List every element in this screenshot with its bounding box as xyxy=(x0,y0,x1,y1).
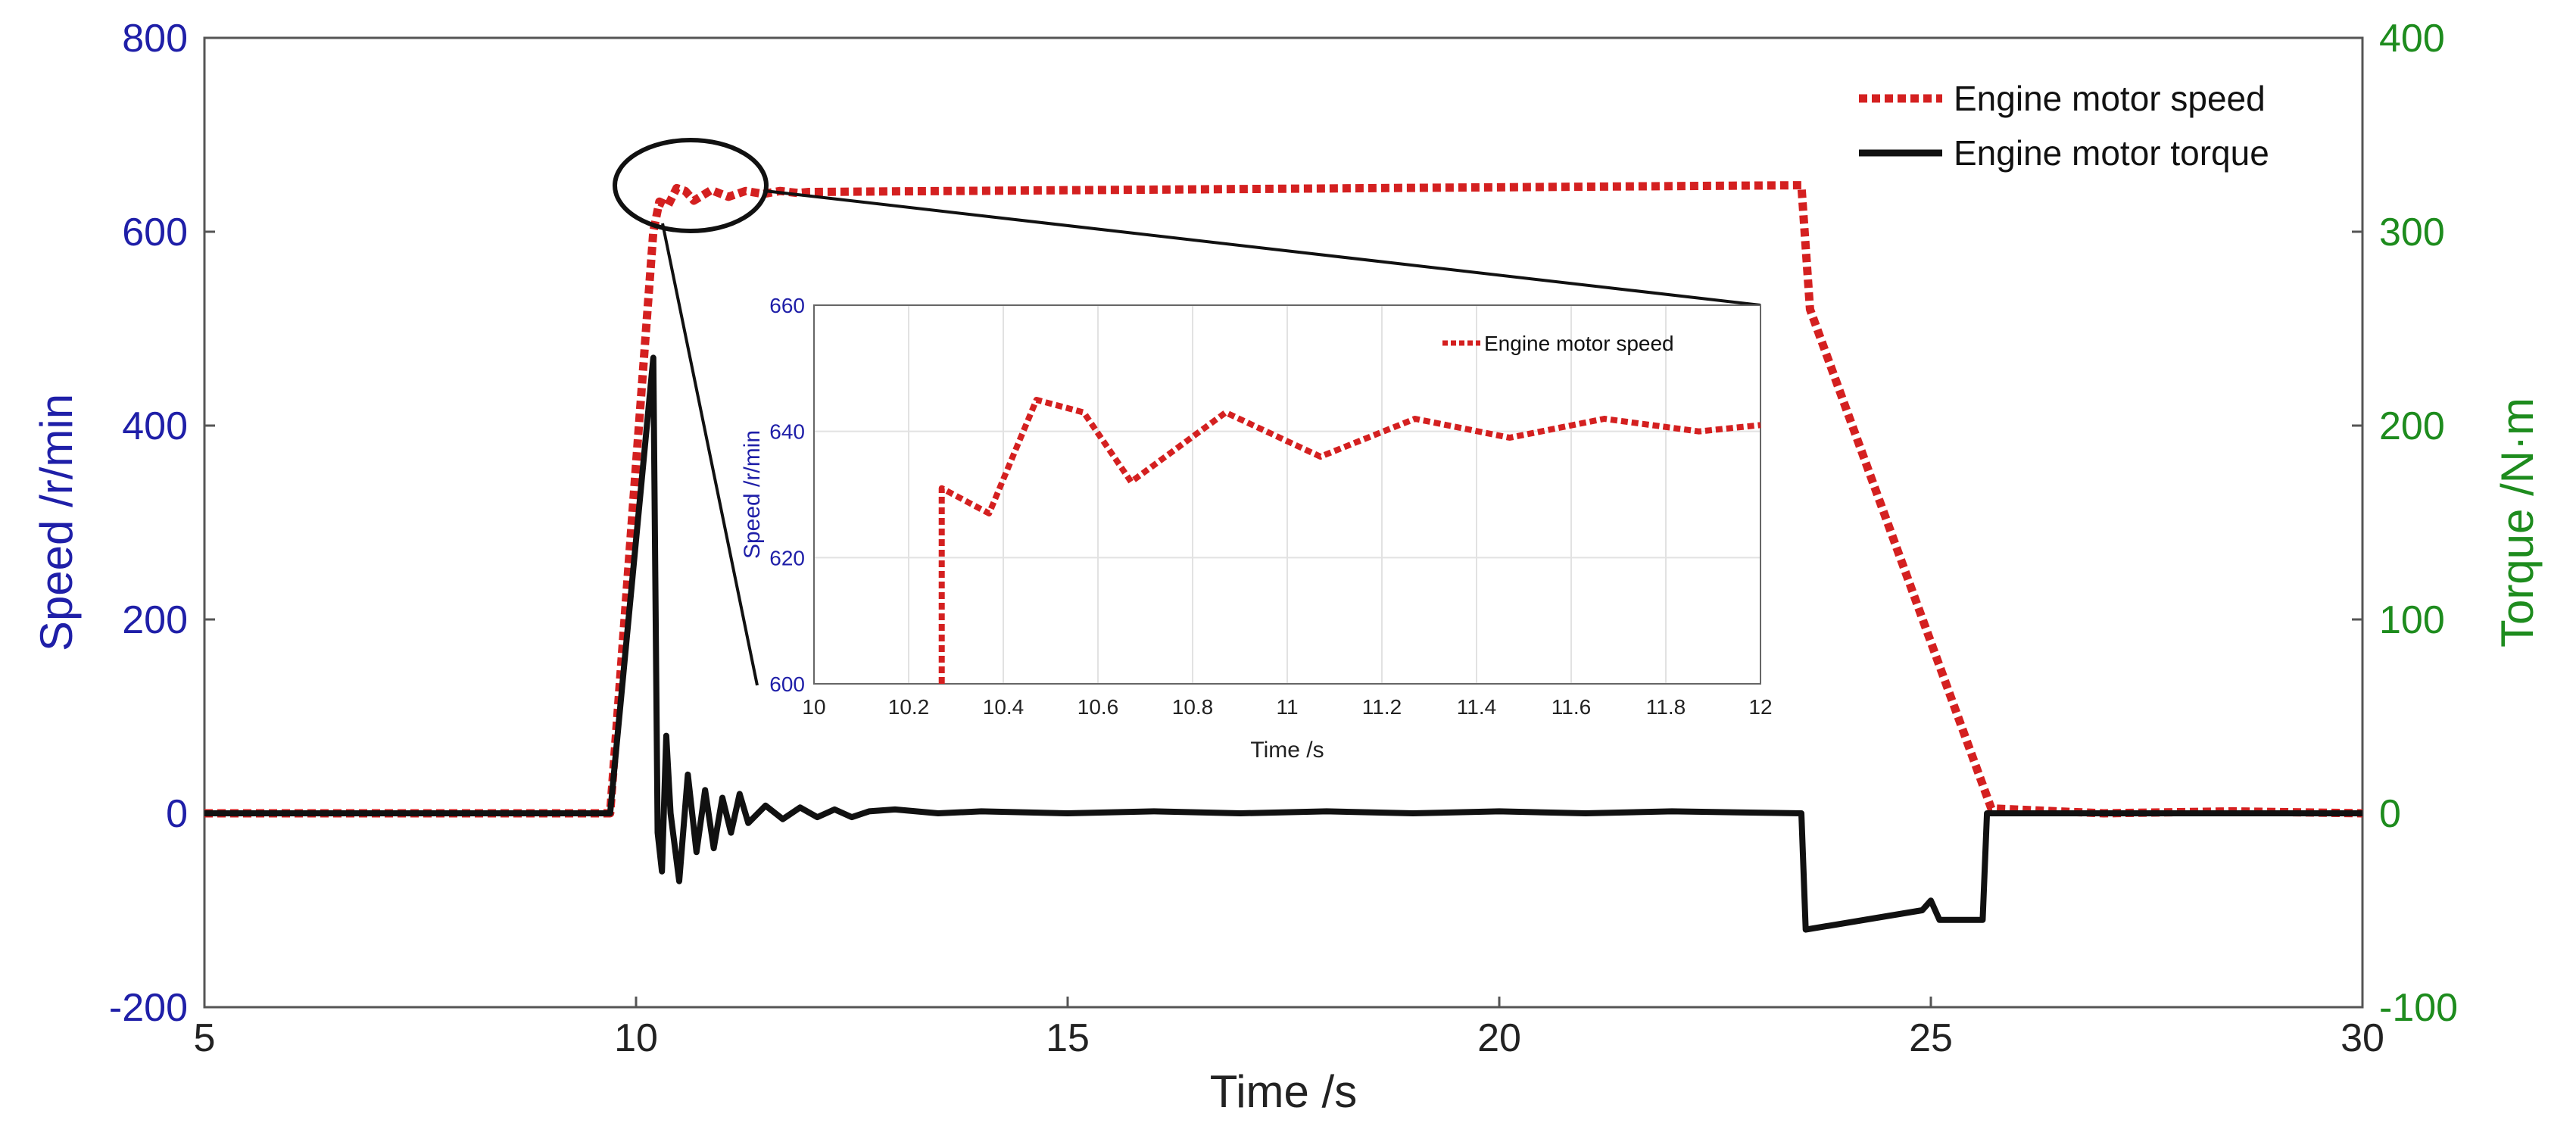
inset-x-tick-label-11p4: 11.4 xyxy=(1457,695,1496,719)
left-y-axis-title: Speed /r/min xyxy=(31,394,82,651)
speed-series-line xyxy=(204,181,2363,818)
inset-x-tick-label-11p2: 11.2 xyxy=(1362,695,1402,719)
inset-speed-series-line xyxy=(938,397,1761,684)
inset-legend-label: Engine motor speed xyxy=(1484,332,1674,355)
zoom-connector-right xyxy=(764,189,1761,307)
inset-x-tick-label-11p6: 11.6 xyxy=(1552,695,1591,719)
zoom-connector-left xyxy=(661,223,759,686)
main-series-group xyxy=(204,181,2363,933)
main-plot: 5 10 15 20 25 30 -200 0 200 400 600 800 -100 0 100 200 3… xyxy=(31,17,2543,1117)
main-legend: Engine motor speed Engine motor torque xyxy=(1859,79,2269,173)
inset-x-tick-label-11p8: 11.8 xyxy=(1646,695,1686,719)
legend-torque-label: Engine motor torque xyxy=(1954,133,2269,173)
left-y-tick-label-800: 800 xyxy=(122,17,188,61)
left-y-tick-label-400: 400 xyxy=(122,404,188,448)
inset-x-tick-label-10p8: 10.8 xyxy=(1172,695,1214,719)
x-tick-label-25: 25 xyxy=(1909,1016,1953,1060)
inset-y-axis-title: Speed /r/min xyxy=(740,430,765,559)
inset-y-tick-label-620: 620 xyxy=(769,546,805,569)
x-tick-label-30: 30 xyxy=(2341,1016,2384,1060)
main-tick-labels: 5 10 15 20 25 30 -200 0 200 400 600 800 -100 0 100 200 3… xyxy=(109,17,2458,1060)
inset-y-tick-label-640: 640 xyxy=(769,420,805,444)
right-y-tick-label-300: 300 xyxy=(2379,211,2445,254)
right-y-tick-label-100: 100 xyxy=(2379,598,2445,642)
inset-legend: Engine motor speed xyxy=(1442,332,1674,355)
x-tick-label-15: 15 xyxy=(1046,1016,1090,1060)
right-y-axis-title: Torque /N·m xyxy=(2492,398,2543,647)
inset-x-tick-label-10p2: 10.2 xyxy=(888,695,930,719)
right-y-tick-label-400: 400 xyxy=(2379,17,2445,61)
left-y-tick-label-neg200: -200 xyxy=(109,986,188,1030)
inset-series-group xyxy=(938,397,1761,684)
right-y-tick-label-0: 0 xyxy=(2379,792,2401,836)
inset-x-tick-label-10: 10 xyxy=(802,695,825,719)
main-plot-frame xyxy=(203,36,2364,1009)
inset-plot: 10 10.2 10.4 10.6 10.8 11 11.2 11.4 11.6 11.8 12 60… xyxy=(740,294,1773,763)
inset-plot-frame xyxy=(813,304,1761,685)
x-tick-label-10: 10 xyxy=(614,1016,658,1060)
inset-x-tick-label-10p4: 10.4 xyxy=(983,695,1024,719)
zoom-region-ellipse xyxy=(613,138,769,233)
torque-series-line xyxy=(204,354,2362,933)
inset-x-axis-title: Time /s xyxy=(1250,738,1324,763)
legend-speed-label: Engine motor speed xyxy=(1954,79,2266,118)
x-axis-title: Time /s xyxy=(1210,1066,1357,1117)
inset-y-tick-label-660: 660 xyxy=(769,294,805,317)
left-y-tick-label-200: 200 xyxy=(122,598,188,642)
right-y-tick-label-neg100: -100 xyxy=(2379,986,2458,1030)
right-y-tick-label-200: 200 xyxy=(2379,404,2445,448)
inset-x-tick-label-11: 11 xyxy=(1276,695,1298,719)
left-y-tick-label-0: 0 xyxy=(166,792,188,836)
left-y-tick-label-600: 600 xyxy=(122,211,188,254)
x-tick-label-20: 20 xyxy=(1477,1016,1521,1060)
inset-x-tick-label-12: 12 xyxy=(1748,695,1772,719)
inset-x-tick-label-10p6: 10.6 xyxy=(1077,695,1119,719)
zoom-callout xyxy=(613,138,1761,686)
inset-tick-labels: 10 10.2 10.4 10.6 10.8 11 11.2 11.4 11.6 11.8 12 60… xyxy=(769,294,1772,719)
x-tick-label-5: 5 xyxy=(194,1016,216,1060)
inset-y-tick-label-600: 600 xyxy=(769,672,805,696)
